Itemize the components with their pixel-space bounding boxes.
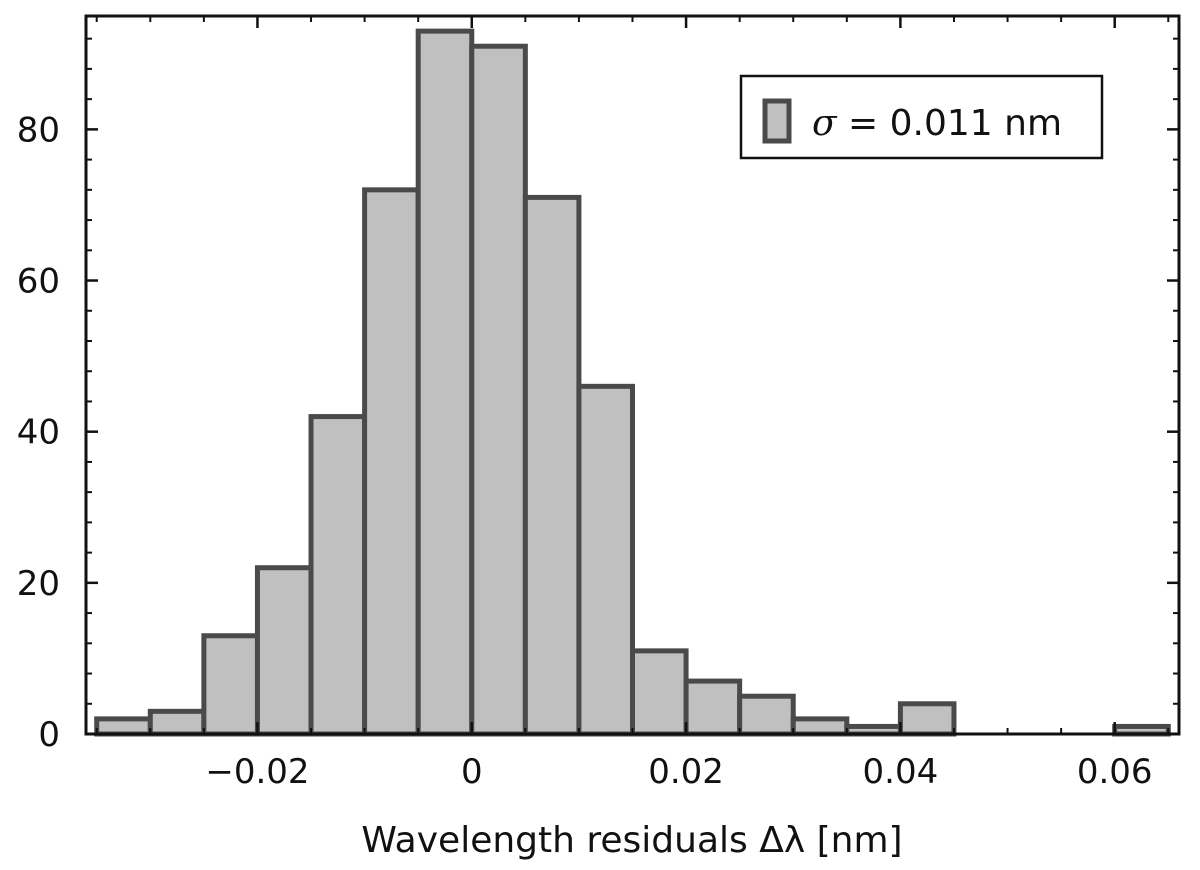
y-tick-label: 40 [17,413,60,453]
legend-value-text: = 0.011 nm [837,103,1062,144]
histogram-bar [630,648,689,737]
y-tick-label: 60 [17,262,60,302]
histogram-bar [308,414,368,737]
histogram-bar [362,187,421,737]
legend-sigma-symbol: σ [812,103,838,144]
legend-swatch [762,98,792,144]
y-tick-label: 0 [38,715,60,755]
tick-labels-group: −0.02 0 0.02 0.04 0.06 0 20 40 60 80 [17,110,1153,792]
legend: σ = 0.011 nm [739,74,1104,160]
histogram-bar [576,383,635,737]
x-tick-label: 0.02 [648,752,724,792]
plot-frame [84,14,1181,736]
x-axis-title: Wavelength residuals Δλ [nm] [361,820,902,861]
histogram-bar [254,565,314,737]
x-tick-label: 0.06 [1077,752,1153,792]
histogram-bar [683,678,743,737]
legend-label: σ = 0.011 nm [812,103,1062,144]
histogram-bar [94,716,153,737]
histogram-bar [737,693,796,737]
histogram-bar [897,701,957,737]
histogram-bar [522,194,582,737]
x-tick-label: −0.02 [205,752,309,792]
legend-box [739,74,1104,160]
bars-group [94,28,1171,737]
histogram-bar [201,633,260,737]
histogram-bar [415,28,475,737]
histogram-bar [469,43,528,737]
x-tick-label: 0.04 [863,752,939,792]
histogram-bar [790,716,850,737]
histogram-bar [147,708,207,737]
x-tick-label: 0 [461,752,483,792]
y-tick-label: 80 [17,110,60,150]
y-tick-label: 20 [17,564,60,604]
